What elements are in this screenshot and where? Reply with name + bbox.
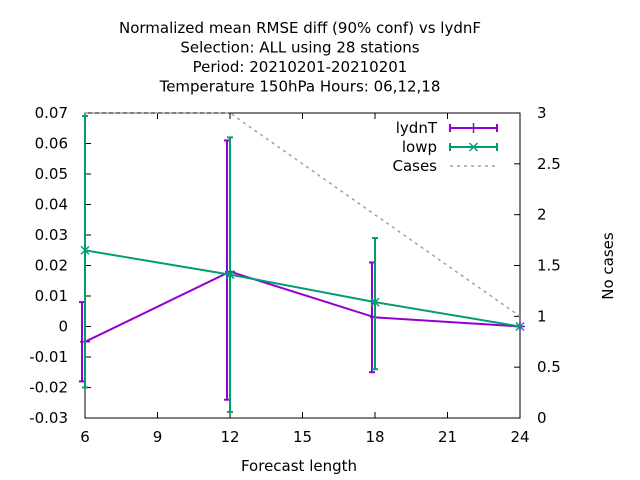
y2-tick-label: 3: [537, 104, 547, 122]
y-tick-label: 0.07: [35, 104, 68, 122]
x-tick-label: 18: [365, 428, 384, 446]
y-tick-label: 0.02: [35, 257, 68, 275]
y-tick-label: 0.01: [35, 287, 68, 305]
x-tick-label: 15: [293, 428, 312, 446]
y2-tick-label: 2: [537, 206, 547, 224]
axis-ticks: 6 9 12 15 18 21 24-0.03-0.02-0.0100.010.020.03…: [29, 104, 561, 446]
legend-label: lowp: [402, 138, 437, 156]
y-tick-label: 0: [58, 318, 68, 336]
data-point: [515, 321, 525, 332]
y2-tick-label: 0: [537, 409, 547, 427]
y-tick-label: -0.01: [29, 348, 68, 366]
plot-frame: [84, 112, 521, 419]
series-layer: [79, 112, 525, 413]
legend-marker: [468, 142, 479, 152]
y-tick-label: -0.02: [29, 379, 68, 397]
series-cases: [85, 112, 521, 317]
x-axis-label: Forecast length: [241, 457, 357, 475]
data-point: [225, 270, 235, 280]
data-point: [80, 245, 90, 255]
y2-tick-label: 1: [537, 307, 547, 325]
plot-border: [84, 112, 521, 419]
y2-tick-label: 0.5: [537, 358, 561, 376]
y2-tick-label: 2.5: [537, 155, 561, 173]
y-tick-label: 0.03: [35, 226, 68, 244]
chart-title-line: Normalized mean RMSE diff (90% conf) vs …: [119, 19, 481, 37]
series-line: [84, 270, 521, 343]
x-tick-label: 24: [510, 428, 529, 446]
y-tick-label: 0.05: [35, 165, 68, 183]
y2-axis-label: No cases: [599, 232, 617, 300]
data-point: [370, 297, 380, 307]
series-lowp: [80, 115, 525, 413]
series-line: [84, 249, 521, 328]
chart-title-line: Selection: ALL using 28 stations: [180, 39, 419, 57]
y-tick-label: 0.04: [35, 196, 68, 214]
x-tick-label: 6: [80, 428, 90, 446]
chart-title-block: Normalized mean RMSE diff (90% conf) vs …: [119, 19, 481, 96]
y2-tick-label: 1.5: [537, 257, 561, 275]
series-line: [85, 112, 521, 317]
y-tick-label: -0.03: [29, 409, 68, 427]
chart-title-line: Temperature 150hPa Hours: 06,12,18: [159, 78, 441, 96]
x-tick-label: 21: [438, 428, 457, 446]
x-tick-label: 9: [153, 428, 163, 446]
chart-title-line: Period: 20210201-20210201: [193, 58, 408, 76]
y-tick-label: 0.06: [35, 135, 68, 153]
legend-label: Cases: [392, 157, 437, 175]
series-lydnt: [79, 139, 525, 401]
x-tick-label: 12: [220, 428, 239, 446]
legend-label: lydnT: [396, 119, 438, 137]
